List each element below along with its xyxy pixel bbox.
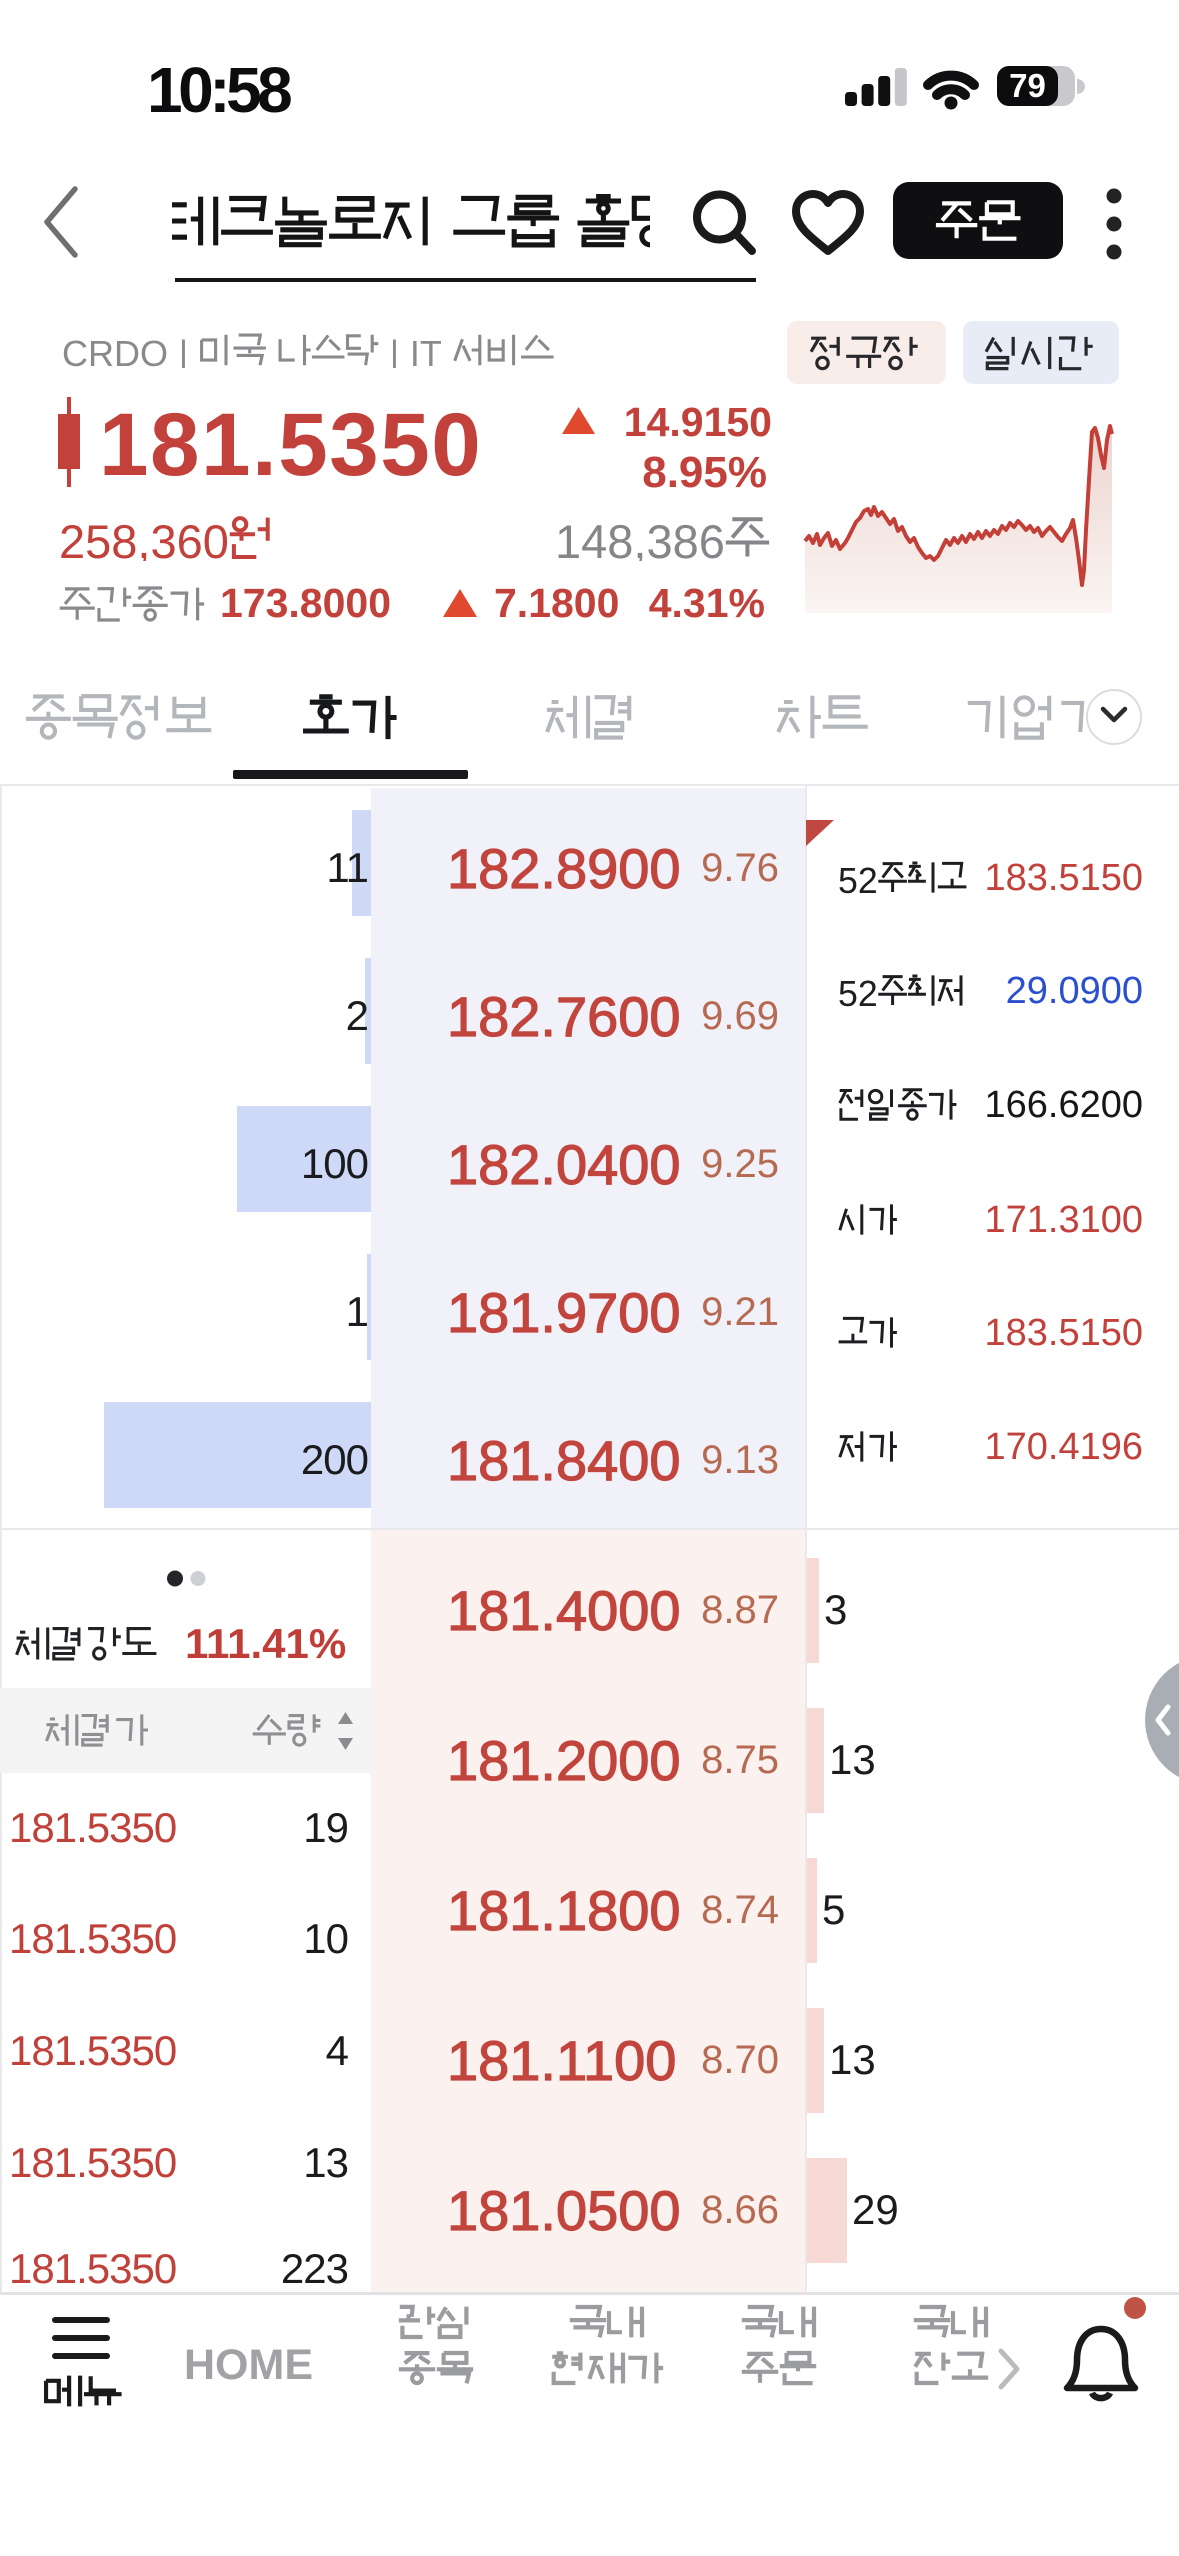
svg-text:52: 52 [838,974,878,1008]
svg-text:CRDO: CRDO [62,333,168,368]
svg-text:148,386: 148,386 [555,515,725,561]
svg-text:258,360: 258,360 [59,515,229,561]
svg-text:IT: IT [410,333,442,368]
svg-text:|: | [390,333,399,368]
svg-text:52: 52 [838,861,878,895]
svg-text:|: | [179,333,188,368]
